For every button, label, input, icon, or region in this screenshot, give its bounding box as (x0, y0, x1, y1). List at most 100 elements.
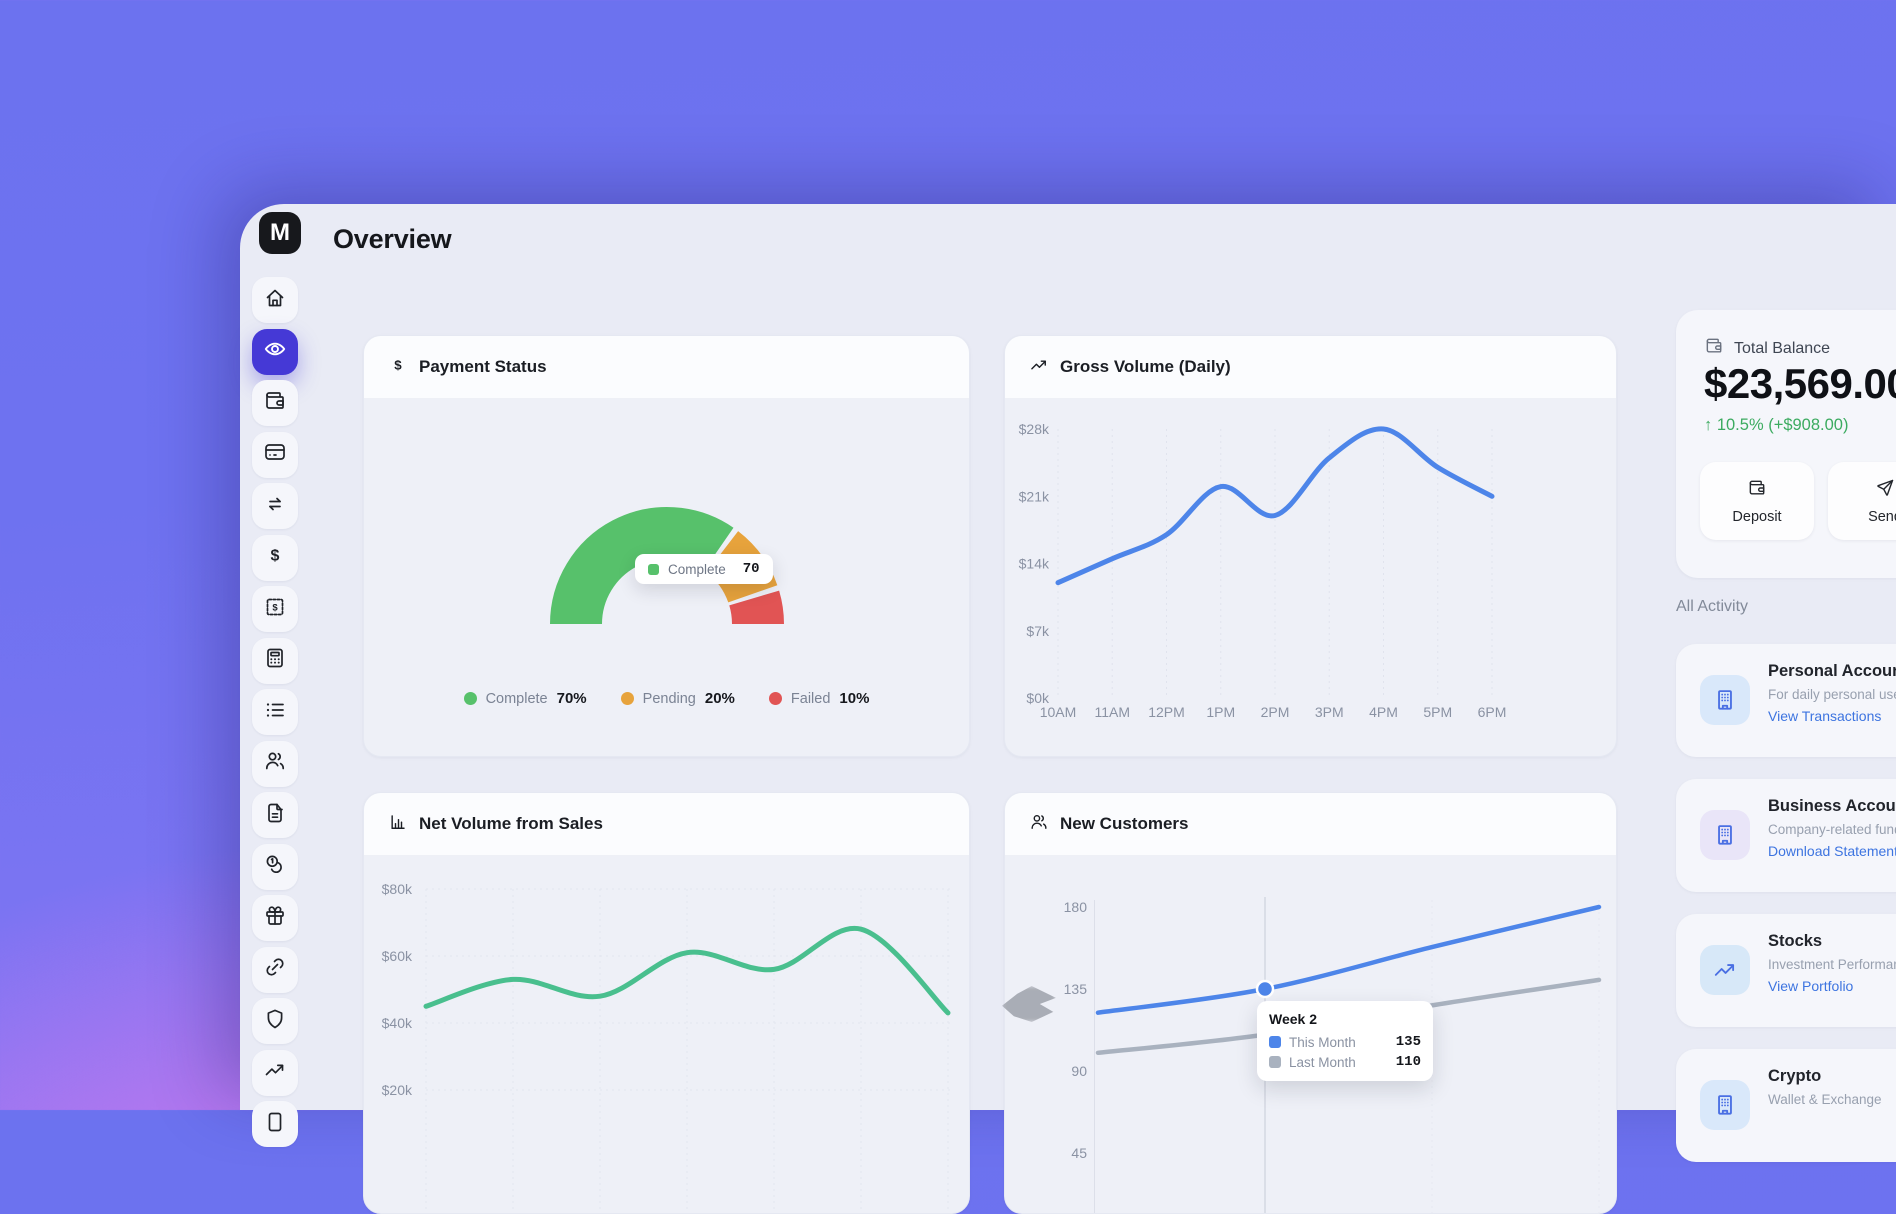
svg-text:3PM: 3PM (1315, 704, 1344, 720)
all-activity-title: All Activity (1676, 598, 1749, 615)
gross-volume-card: Gross Volume (Daily) 10AM 11AM 12PM 1PM 2PM 3… (1004, 335, 1617, 757)
new-customers-header: New Customers (1005, 793, 1616, 856)
tooltip-title: Week 2 (1269, 1011, 1317, 1027)
activity-link[interactable]: View Portfolio (1768, 978, 1854, 994)
svg-text:$60k: $60k (382, 948, 413, 964)
svg-text:$7k: $7k (1026, 623, 1050, 639)
receipt-icon: $ (263, 595, 287, 624)
building-icon (1700, 675, 1750, 725)
legend-item: Complete 70% (463, 690, 587, 707)
sidebar-item-documents[interactable] (252, 792, 298, 838)
eye-icon (263, 337, 287, 366)
card-title: Payment Status (419, 357, 547, 376)
sidebar-item-overview[interactable] (252, 328, 298, 375)
list-icon (263, 698, 287, 727)
tooltip-label: Complete (668, 561, 726, 577)
calculator-icon (263, 646, 287, 675)
activity-title: Business Account (1768, 797, 1896, 815)
svg-text:2PM: 2PM (1261, 704, 1290, 720)
activity-title: Personal Account (1768, 662, 1896, 680)
svg-text:180: 180 (1064, 899, 1088, 915)
tooltip-value: 70 (742, 561, 760, 577)
sidebar-item-transfers[interactable] (252, 483, 298, 529)
sidebar-item-devices[interactable] (252, 1101, 298, 1147)
svg-text:135: 135 (1064, 981, 1088, 997)
svg-text:6PM: 6PM (1478, 704, 1507, 720)
wallet-icon (263, 389, 287, 418)
gauge-legend: Complete 70% Pending 20% Failed 10% (364, 690, 969, 707)
gross-volume-chart[interactable]: 10AM 11AM 12PM 1PM 2PM 3PM 4PM 5PM 6PM $28k $21k $1… (1005, 336, 1616, 756)
gross-volume-header: Gross Volume (Daily) (1005, 336, 1616, 399)
sidebar-item-payments[interactable]: $ (252, 534, 298, 581)
card-title: New Customers (1060, 814, 1189, 833)
transfer-icon (263, 492, 287, 521)
net-volume-header: Net Volume from Sales (364, 793, 969, 856)
send-icon (1875, 478, 1895, 502)
sidebar-item-security[interactable] (252, 998, 298, 1044)
shield-icon (263, 1007, 287, 1036)
net-volume-chart[interactable]: $80k $60k $40k $20k (364, 793, 969, 1213)
svg-text:$: $ (271, 548, 280, 565)
sidebar-item-home[interactable] (252, 277, 298, 323)
coins-icon (263, 852, 287, 881)
svg-text:$80k: $80k (382, 881, 413, 897)
svg-text:11AM: 11AM (1094, 704, 1130, 720)
activity-item-crypto[interactable]: Crypto Wallet & Exchange (1676, 1049, 1896, 1162)
home-icon (263, 286, 287, 315)
svg-text:$21k: $21k (1019, 488, 1050, 504)
sidebar-item-invoices[interactable]: $ (252, 586, 298, 632)
wallet-icon (1704, 336, 1724, 361)
balance-change: ↑ 10.5% (+$908.00) (1704, 416, 1849, 434)
svg-text:$0k: $0k (1026, 690, 1050, 706)
activity-link[interactable]: View Transactions (1768, 708, 1882, 724)
activity-desc: Investment Performance (1768, 957, 1896, 972)
users-icon (1029, 812, 1049, 837)
sidebar-item-rewards[interactable] (252, 895, 298, 941)
activity-title: Stocks (1768, 932, 1823, 950)
building-icon (1700, 810, 1750, 860)
payment-status-card: $ Payment Status Complete 70 Complete 70%… (363, 335, 970, 757)
activity-item-personal-account[interactable]: Personal Account For daily personal use Vi… (1676, 644, 1896, 757)
activity-desc: Wallet & Exchange (1768, 1092, 1882, 1107)
total-balance-card: Total Balance $23,569.00 ↑ 10.5% (+$908.… (1676, 310, 1896, 578)
dollar-icon: $ (263, 543, 287, 572)
sidebar-item-transactions[interactable] (252, 689, 298, 735)
new-customers-card: New Customers 180 135 90 45 Week 2 This Mon… (1004, 792, 1617, 1214)
building-icon (1700, 1080, 1750, 1130)
legend-item: Pending 20% (620, 690, 735, 707)
app-logo[interactable]: M (259, 212, 301, 254)
svg-text:10AM: 10AM (1040, 704, 1077, 720)
send-button[interactable]: Send (1828, 462, 1896, 540)
legend-item: Failed 10% (768, 690, 869, 707)
svg-text:90: 90 (1071, 1063, 1087, 1079)
card-title: Net Volume from Sales (419, 814, 603, 833)
users-icon (263, 749, 287, 778)
net-volume-card: Net Volume from Sales $80k $60k $40k $20k (363, 792, 970, 1214)
activity-link[interactable]: Download Statements (1768, 843, 1896, 859)
dollar-icon: $ (388, 355, 408, 380)
trending-up-icon (1029, 355, 1049, 380)
sidebar-item-calculator[interactable] (252, 637, 298, 684)
deposit-button[interactable]: Deposit (1700, 462, 1814, 540)
svg-text:1PM: 1PM (1206, 704, 1235, 720)
svg-text:45: 45 (1071, 1145, 1087, 1161)
page-title: Overview (333, 224, 452, 254)
device-icon (263, 1110, 287, 1139)
trending-up-icon (263, 1058, 287, 1087)
tooltip-row: This Month 135 (1269, 1034, 1421, 1050)
chart-bar-icon (388, 812, 408, 837)
payment-status-header: $ Payment Status (364, 336, 969, 399)
activity-title: Crypto (1768, 1067, 1822, 1085)
sidebar-item-coins[interactable] (252, 843, 298, 890)
gauge-tooltip: Complete 70 (635, 554, 773, 584)
sidebar-item-links[interactable] (252, 946, 298, 993)
total-balance-label: Total Balance (1734, 339, 1831, 357)
sidebar-item-analytics[interactable] (252, 1049, 298, 1096)
svg-text:$: $ (272, 602, 278, 613)
sidebar-item-customers[interactable] (252, 740, 298, 787)
svg-text:12PM: 12PM (1148, 704, 1185, 720)
activity-item-stocks[interactable]: Stocks Investment Performance View Portfol… (1676, 914, 1896, 1027)
sidebar-item-wallet[interactable] (252, 380, 298, 426)
activity-item-business-account[interactable]: Business Account Company-related funds Dow… (1676, 779, 1896, 892)
sidebar-item-cards[interactable] (252, 431, 298, 478)
